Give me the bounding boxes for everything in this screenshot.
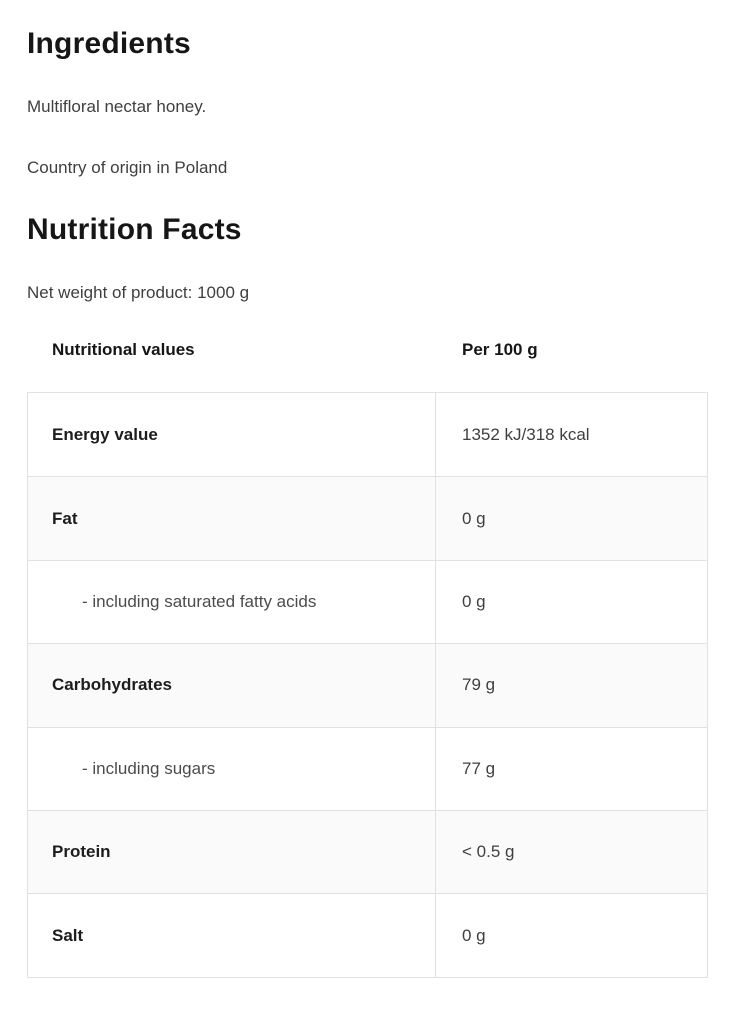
table-row-carbohydrates: Carbohydrates 79 g xyxy=(28,643,707,727)
row-value: 0 g xyxy=(462,591,486,611)
row-label: Fat xyxy=(28,477,436,560)
country-of-origin-text: Country of origin in Poland xyxy=(27,158,228,177)
row-label: Energy value xyxy=(28,393,436,477)
row-value: 0 g xyxy=(462,925,486,945)
row-label: - including saturated fatty acids xyxy=(28,560,436,644)
row-label: Salt xyxy=(28,894,436,977)
table-row-salt: Salt 0 g xyxy=(28,893,707,977)
ingredients-description: Multifloral nectar honey. xyxy=(27,97,207,116)
nutrition-table: Energy value 1352 kJ/318 kcal Fat 0 g - … xyxy=(27,392,708,978)
table-row-saturated-fatty-acids: - including saturated fatty acids 0 g xyxy=(28,559,707,644)
net-weight-text: Net weight of product: 1000 g xyxy=(27,283,250,302)
row-value: 0 g xyxy=(462,508,486,528)
row-label: Carbohydrates xyxy=(28,644,436,727)
row-value: 79 g xyxy=(462,675,496,695)
row-label: Protein xyxy=(28,810,436,894)
row-value: 77 g xyxy=(462,758,496,778)
row-value: < 0.5 g xyxy=(462,842,515,862)
table-row-energy-value: Energy value 1352 kJ/318 kcal xyxy=(28,393,707,477)
column-header-per-100g: Per 100 g xyxy=(462,340,538,359)
ingredients-heading: Ingredients xyxy=(27,27,191,60)
row-label: - including sugars xyxy=(28,727,436,810)
nutrition-table-column-headers: Nutritional values Per 100 g xyxy=(27,340,708,360)
row-value: 1352 kJ/318 kcal xyxy=(462,424,590,444)
table-row-sugars: - including sugars 77 g xyxy=(28,726,707,810)
table-row-fat: Fat 0 g xyxy=(28,476,707,560)
nutrition-facts-heading: Nutrition Facts xyxy=(27,213,242,246)
column-header-nutritional-values: Nutritional values xyxy=(52,340,195,359)
table-row-protein: Protein < 0.5 g xyxy=(28,809,707,894)
